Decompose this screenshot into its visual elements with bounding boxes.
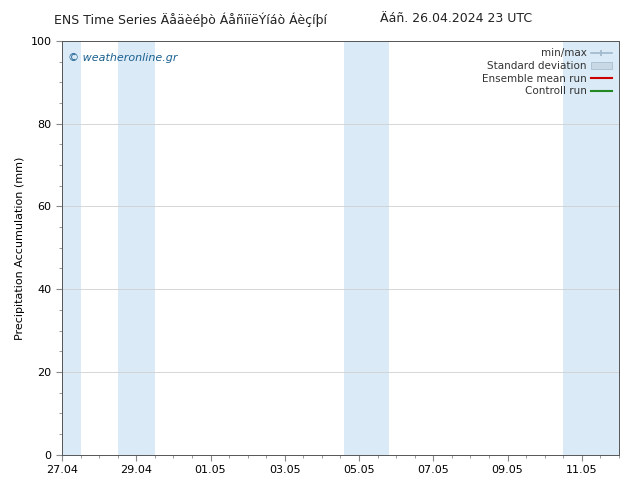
Bar — [563, 41, 619, 455]
Text: © weatheronline.gr: © weatheronline.gr — [68, 53, 177, 64]
Legend: min/max, Standard deviation, Ensemble mean run, Controll run: min/max, Standard deviation, Ensemble me… — [480, 46, 614, 98]
Y-axis label: Precipitation Accumulation (mm): Precipitation Accumulation (mm) — [15, 156, 25, 340]
Text: ENS Time Series Äåäèéþò ÁåñïïëÝíáò Áèçíþí: ENS Time Series Äåäèéþò ÁåñïïëÝíáò Áèçíþ… — [54, 12, 327, 27]
Text: Äáñ. 26.04.2024 23 UTC: Äáñ. 26.04.2024 23 UTC — [380, 12, 533, 25]
Bar — [344, 41, 389, 455]
Bar — [62, 41, 81, 455]
Bar — [118, 41, 155, 455]
